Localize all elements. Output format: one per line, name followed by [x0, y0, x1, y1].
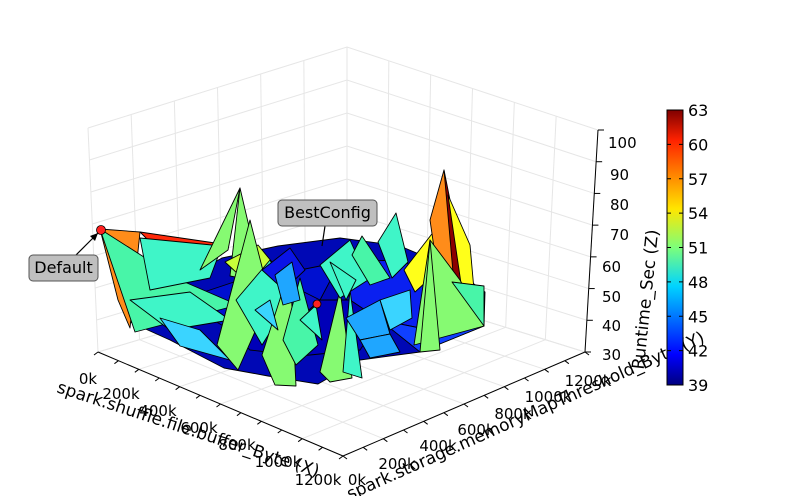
y-tick-mark: [342, 455, 348, 460]
x-tick-mark: [257, 420, 262, 425]
y-tick-mark: [443, 412, 449, 417]
x-tick-label: 600k: [180, 419, 218, 437]
grid-line: [92, 145, 593, 226]
surface-facet: [329, 261, 357, 301]
colorbar-tick-label: 48: [688, 273, 708, 292]
z-tick-label: 90: [610, 166, 629, 184]
grid-line: [544, 116, 557, 340]
grid-line: [89, 79, 597, 163]
x-tick-mark: [114, 360, 119, 365]
annotation-box: [277, 199, 378, 227]
arrow-head-icon: [90, 233, 98, 241]
z-tick-labels: 30 40 50 60 70 80 90 100: [602, 134, 637, 364]
colorbar-tick-label: 57: [688, 170, 708, 189]
surface-facet: [359, 333, 401, 359]
x-tick-label: 1200k: [295, 471, 342, 489]
x-tick-label: 200k: [102, 385, 140, 403]
surface-facet: [419, 239, 441, 353]
z-tick-label: 30: [602, 346, 621, 364]
y-tick-label: 0k: [348, 471, 367, 489]
z-tick-label: 80: [610, 196, 629, 214]
y-tick-label: 600k: [457, 421, 495, 439]
annotation-default-label: Default: [34, 258, 92, 277]
y-tick-mark: [383, 438, 388, 443]
z-tick-label: 60: [602, 258, 621, 276]
grid-line: [87, 46, 599, 131]
colorbar-tick-label: 51: [688, 239, 708, 258]
x-tick-labels: 0k 200k 400k 600k 800k 1000k 1200k: [79, 370, 342, 489]
z-tick-label: 40: [602, 317, 621, 335]
grid-line: [505, 102, 515, 328]
y-tick-mark: [564, 360, 570, 365]
x-tick-mark: [297, 438, 303, 443]
annotation-default: Default: [28, 232, 99, 282]
x-tick-label: 400k: [139, 402, 177, 420]
y-tick-label: 200k: [378, 455, 416, 473]
x-tick-mark: [134, 368, 140, 373]
surface-facet: [299, 304, 323, 341]
colorbar-tick-label: 63: [688, 101, 708, 120]
y-tick-mark: [544, 368, 549, 373]
y-tick-label: 400k: [419, 437, 457, 455]
x-tick-label: 800k: [218, 436, 256, 454]
colorbar-tick-label: 39: [688, 376, 708, 395]
x-tick-mark: [93, 351, 99, 356]
surface-facet: [274, 261, 301, 306]
colorbar-ticks: 39 42 45 48 51 54 57 60 63: [667, 101, 708, 395]
z-tick-label: 50: [602, 288, 621, 306]
y-tick-label: 1000k: [525, 388, 572, 406]
grid-line: [90, 112, 595, 194]
y-tick-mark: [403, 429, 408, 434]
colorbar-tick-label: 54: [688, 204, 708, 223]
y-tick-label: 800k: [494, 405, 532, 423]
y-tick-mark: [463, 403, 469, 408]
best-config-point: [312, 299, 322, 309]
z-axis-line: [584, 129, 599, 353]
annotation-best: BestConfig: [277, 199, 378, 247]
y-tick-mark: [524, 377, 529, 382]
colorbar-tick-label: 42: [688, 342, 708, 361]
y-tick-mark: [423, 420, 428, 425]
z-tick-label: 70: [610, 226, 629, 244]
colorbar-tick-label: 60: [688, 135, 708, 154]
surface: [99, 169, 486, 387]
y-tick-labels: 0k 200k 400k 600k 800k 1000k 1200k: [348, 372, 612, 489]
x-tick-mark: [236, 412, 242, 417]
annotation-box: [28, 254, 99, 282]
colorbar-tick-label: 45: [688, 307, 708, 326]
z-tick-label: 100: [608, 134, 637, 152]
x-tick-mark: [195, 394, 201, 399]
x-tick-label: 0k: [79, 370, 98, 388]
x-tick-label: 1000k: [255, 453, 302, 471]
y-tick-mark: [362, 446, 368, 451]
default-point: [96, 225, 106, 235]
surface-facet: [254, 299, 279, 331]
x-tick-mark: [277, 429, 283, 434]
x-tick-mark: [318, 446, 323, 451]
y-tick-mark: [483, 394, 489, 399]
y-tick-mark: [504, 386, 509, 391]
surface-facet: [139, 237, 223, 291]
x-tick-mark: [175, 386, 180, 391]
x-tick-mark: [216, 403, 221, 408]
surface-facet: [199, 187, 241, 271]
grid-line: [87, 127, 99, 353]
surface-facet: [377, 212, 409, 279]
colorbar: 39 42 45 48 51 54 57 60 63: [666, 101, 708, 395]
annotation-arrow: [321, 225, 326, 247]
grid-line: [93, 178, 591, 258]
surface-facet: [379, 289, 413, 331]
x-tick-mark: [338, 455, 344, 460]
axes-grid: [87, 46, 604, 460]
surface-facet: [351, 235, 391, 286]
surface-facet: [451, 281, 485, 327]
grid-line: [301, 339, 546, 440]
x-tick-mark: [154, 377, 160, 382]
annotation-best-label: BestConfig: [284, 203, 371, 222]
y-tick-label: 1200k: [565, 372, 612, 390]
